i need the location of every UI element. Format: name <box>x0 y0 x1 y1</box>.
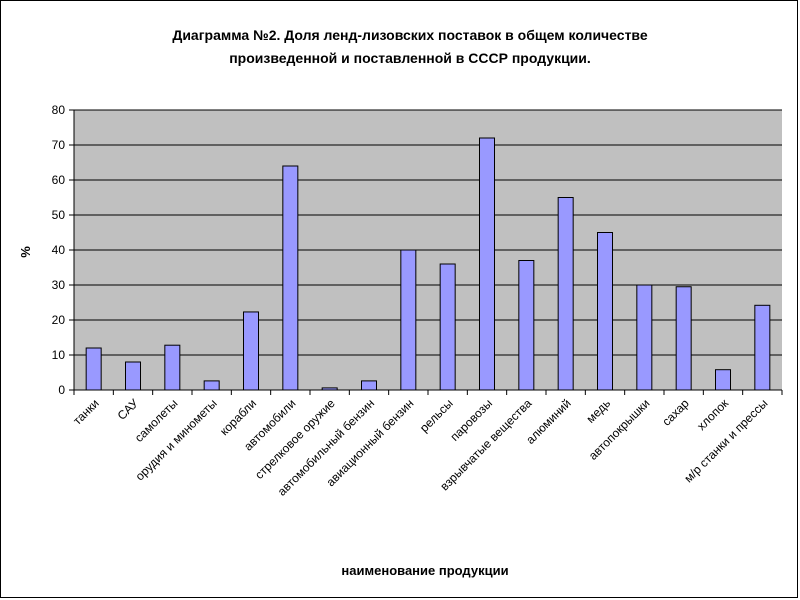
y-axis-ticks: 0 10 20 30 40 50 60 70 80 <box>52 103 74 397</box>
bar-3 <box>164 344 181 391</box>
chart-title-line-1: Диаграмма №2. Доля ленд-лизовских постав… <box>172 27 648 43</box>
x-category-label: хлопок <box>694 396 731 433</box>
x-axis-ticks <box>73 390 783 395</box>
bars <box>85 137 771 391</box>
y-tick-label: 60 <box>52 173 66 187</box>
x-axis-label: наименование продукции <box>341 563 508 578</box>
bar-6 <box>282 165 299 391</box>
y-tick-label: 0 <box>58 383 65 397</box>
x-category-label: рельсы <box>417 396 456 435</box>
y-axis-label: % <box>18 246 33 258</box>
gridlines <box>74 109 782 356</box>
x-category-label: сахар <box>659 396 692 429</box>
y-tick-label: 20 <box>52 313 66 327</box>
y-tick-label: 40 <box>52 243 66 257</box>
y-tick-label: 30 <box>52 278 66 292</box>
bar-11 <box>479 137 495 391</box>
x-category-label: танки <box>70 396 102 428</box>
bar-18 <box>754 304 771 391</box>
y-tick-label: 10 <box>52 348 66 362</box>
bar-14 <box>597 232 613 391</box>
bar-13 <box>557 197 574 391</box>
y-tick-label: 80 <box>52 103 66 117</box>
bar-4 <box>203 380 220 391</box>
bar-8 <box>361 380 377 391</box>
x-category-label: САУ <box>115 396 142 423</box>
bar-1 <box>85 347 102 391</box>
chart-title-line-2: произведенной и поставленной в СССР прод… <box>229 50 591 66</box>
bar-15 <box>636 284 653 391</box>
bar-2 <box>125 361 141 391</box>
y-tick-label: 70 <box>52 138 66 152</box>
bar-17 <box>715 369 731 391</box>
bar-16 <box>675 286 692 391</box>
y-tick-label: 50 <box>52 208 66 222</box>
bar-5 <box>243 311 259 391</box>
bar-12 <box>518 260 535 391</box>
x-category-label: медь <box>583 396 613 426</box>
bar-10 <box>439 263 456 391</box>
bar-9 <box>400 249 417 391</box>
